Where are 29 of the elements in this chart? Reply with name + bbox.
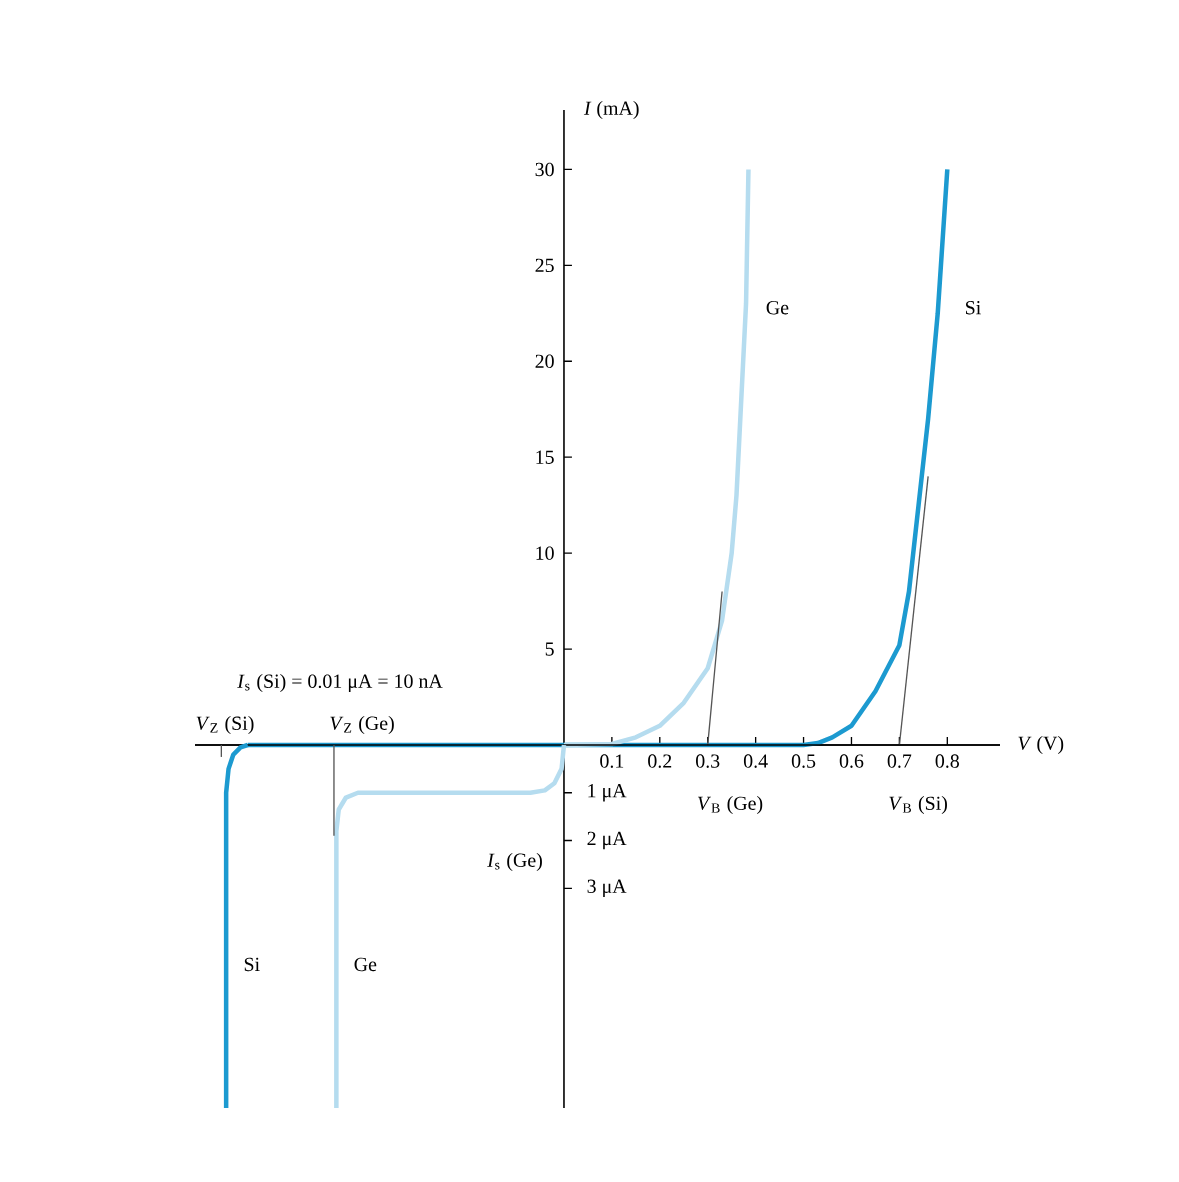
x-tick-label: 0.4: [743, 754, 768, 768]
series-label: Si: [965, 301, 981, 315]
y-tick-label: 25: [535, 258, 554, 273]
series-label: Si: [244, 957, 260, 972]
y-tick-label: 15: [536, 450, 554, 464]
y-tick-label: 2 μA: [587, 831, 627, 850]
y-tick-label: 3 μA: [587, 879, 627, 897]
y-tick-label: 30: [535, 162, 554, 177]
x-tick-label: 0.6: [839, 754, 864, 768]
annotation: V$_{B}$ (Ge): [697, 795, 763, 815]
x-tick-label: 0.2: [648, 754, 672, 768]
x-tick-label: 0.5: [791, 754, 816, 768]
y-tick-label: 5: [545, 642, 554, 656]
y-tick-label: 1 μA: [588, 784, 627, 802]
series-label: Ge: [354, 957, 377, 972]
annotation: V$_{Z}$ (Si): [196, 715, 254, 734]
annotation: I$_{s}$ (Si) = 0.01 μA = 10 nA: [237, 673, 443, 692]
y-tick-label: 10: [536, 546, 554, 560]
annotation: V$_{Z}$ (Ge): [330, 715, 394, 734]
annotation: I$_{s}$ (Ge): [487, 852, 542, 872]
x-tick-label: 0.1: [600, 754, 624, 768]
x-tick-label: 0.8: [935, 754, 959, 768]
x-tick-label: 0.7: [887, 754, 912, 768]
series-label: Ge: [766, 301, 789, 315]
annotation: V$_{B}$ (Si): [889, 795, 947, 815]
y-axis-title: I (mA): [583, 100, 639, 120]
x-tick-label: 0.3: [696, 754, 720, 768]
x-axis-title: V (V): [1018, 735, 1064, 755]
y-tick-label: 20: [535, 354, 554, 369]
